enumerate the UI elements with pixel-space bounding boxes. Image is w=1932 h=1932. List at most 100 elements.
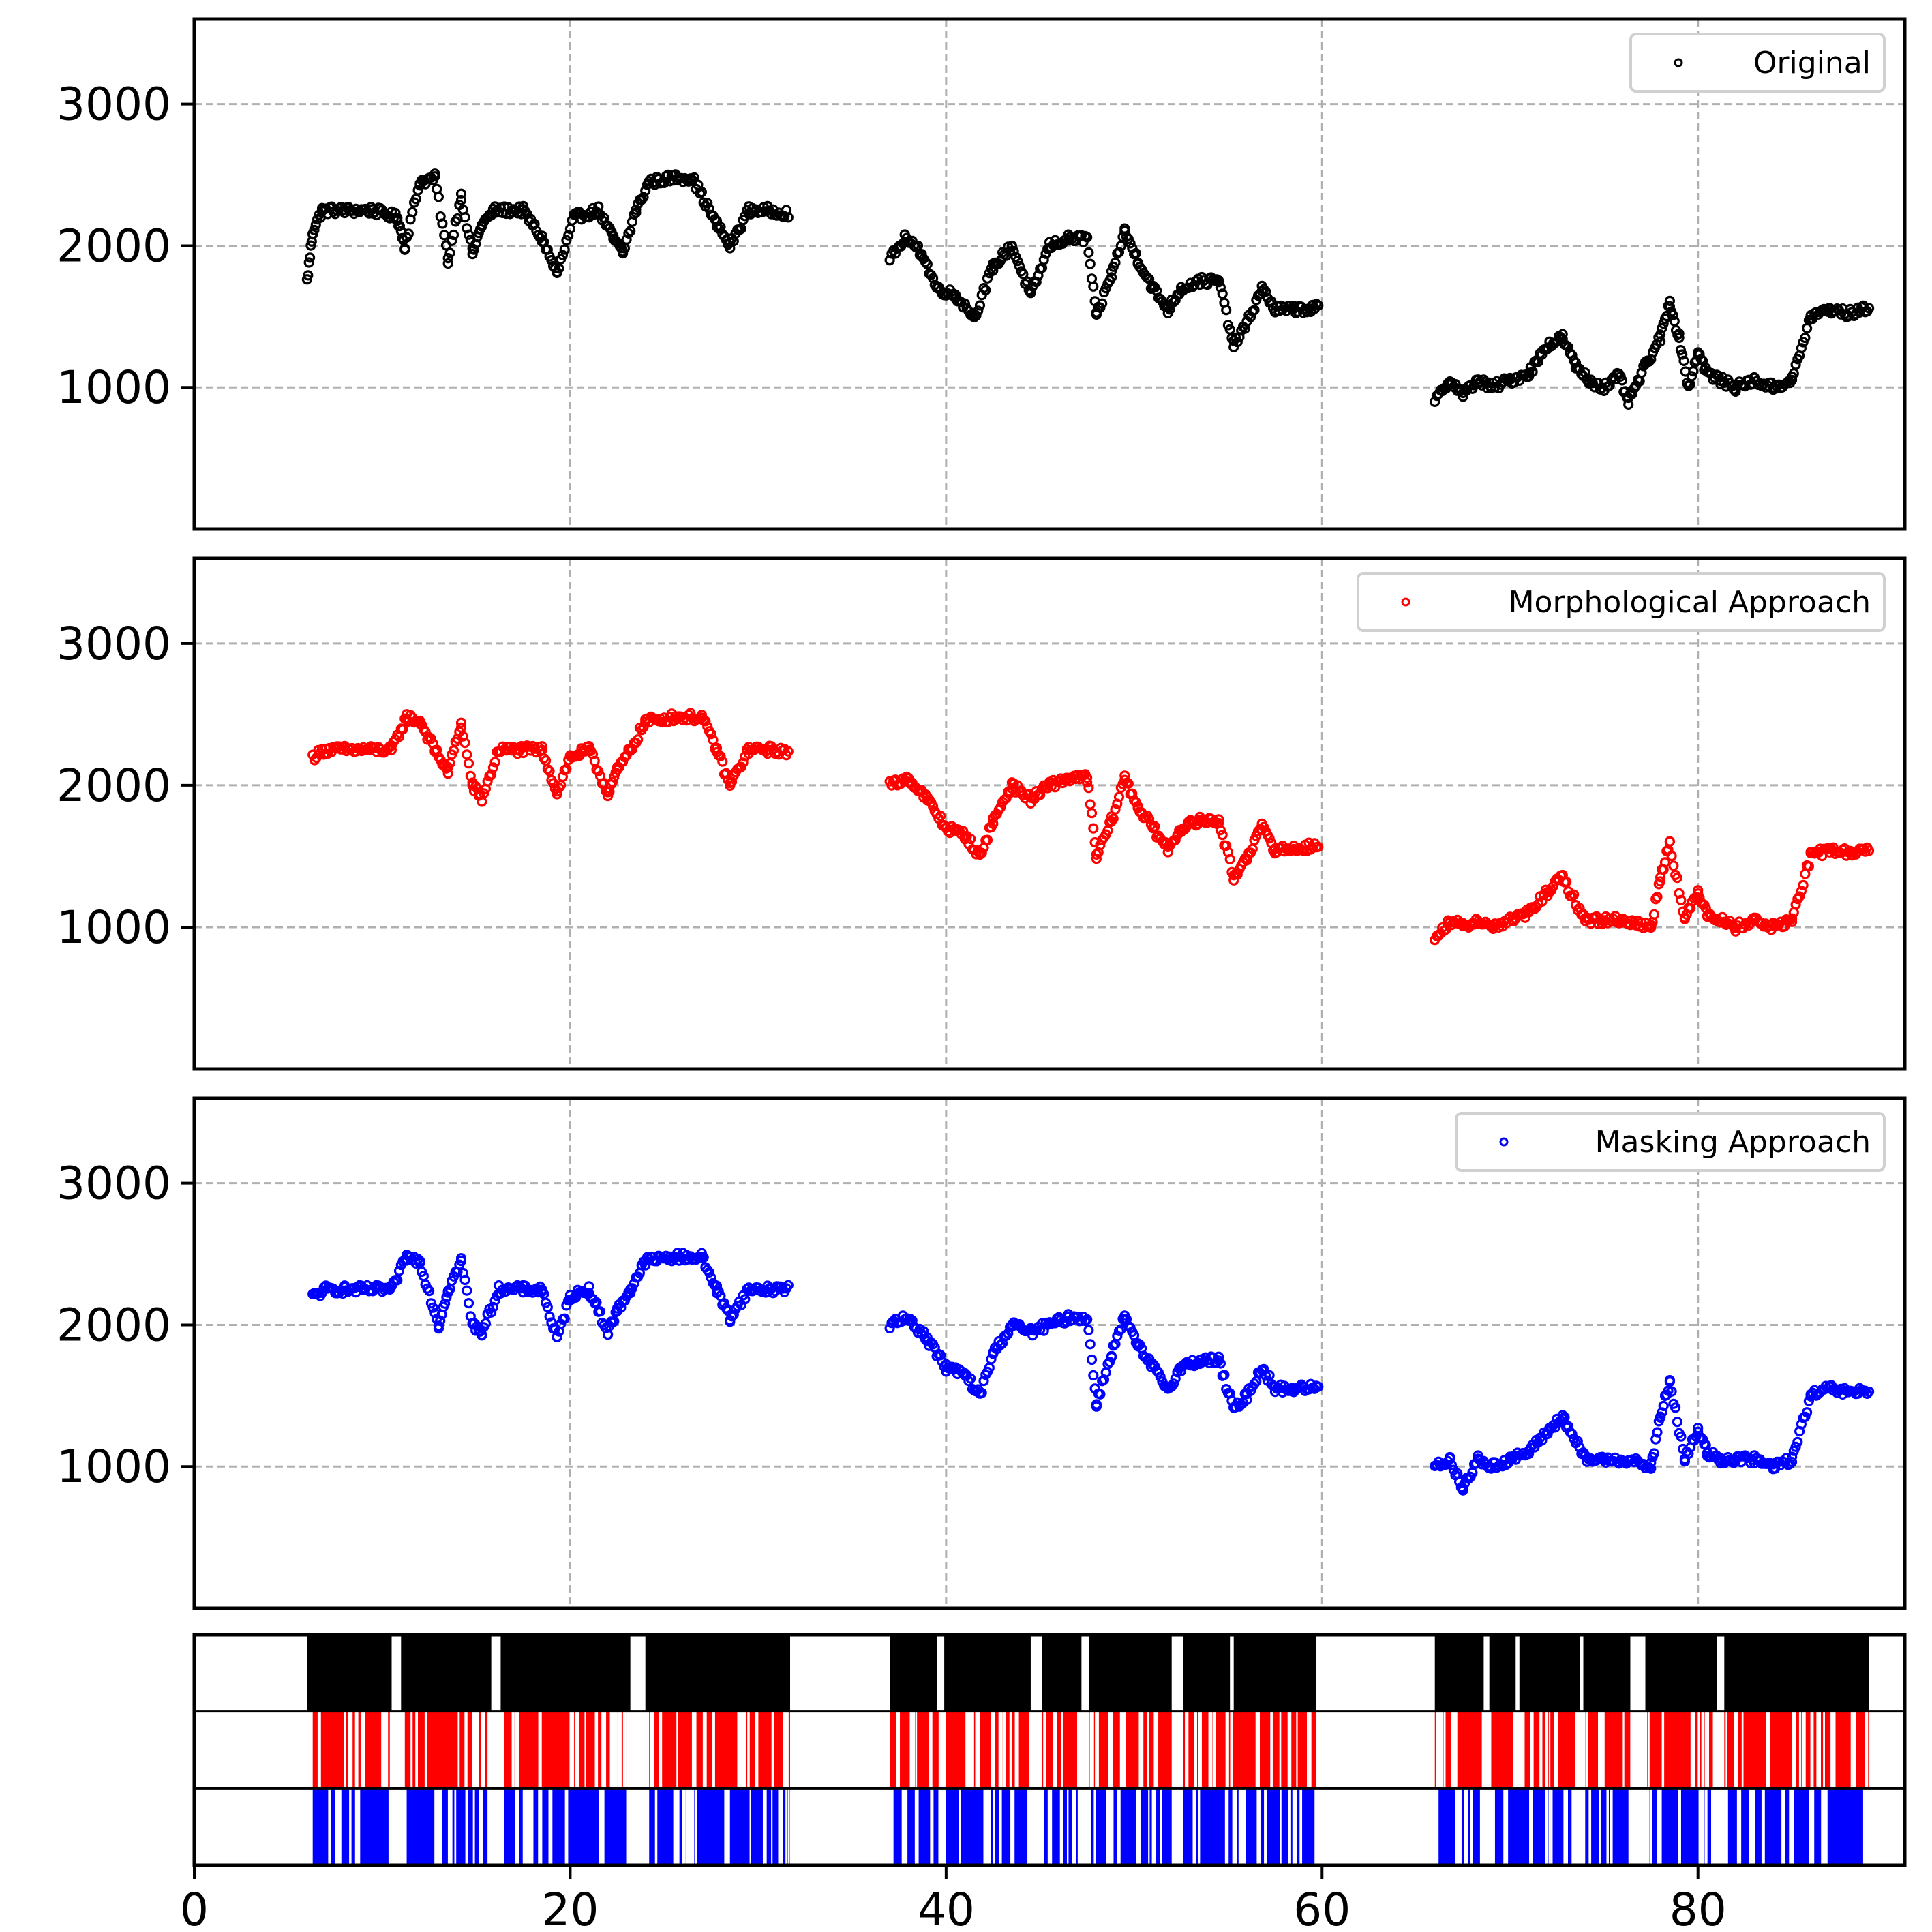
- data-point: [1800, 333, 1811, 344]
- y-tick-label: 3000: [57, 1158, 171, 1210]
- data-point: [1213, 814, 1224, 825]
- presence-gap: [1701, 1788, 1704, 1865]
- data-point: [1147, 823, 1158, 834]
- presence-gap: [783, 1711, 785, 1789]
- presence-gap: [1443, 1711, 1446, 1789]
- data-point: [1787, 1457, 1798, 1468]
- data-point: [1091, 1401, 1102, 1412]
- presence-gap: [335, 1788, 339, 1865]
- data-point: [487, 762, 499, 773]
- data-point: [1667, 310, 1678, 320]
- presence-gap: [1053, 1711, 1057, 1789]
- data-point: [563, 230, 574, 241]
- presence-gap: [584, 1711, 586, 1789]
- presence-gap: [1816, 1711, 1822, 1789]
- data-point: [978, 283, 989, 294]
- data-point: [1787, 1451, 1798, 1462]
- presence-gap: [1238, 1788, 1243, 1865]
- data-point: [1215, 282, 1226, 293]
- presence-gap: [1588, 1788, 1592, 1865]
- data-point: [561, 235, 572, 245]
- presence-gap: [1108, 1788, 1114, 1865]
- presence-gap: [511, 1711, 515, 1789]
- presence-gap: [896, 1711, 901, 1789]
- data-point: [1648, 1448, 1659, 1459]
- data-point: [303, 257, 314, 268]
- presence-gap: [1225, 1711, 1229, 1789]
- presence-gap: [1117, 1788, 1121, 1865]
- presence-gap: [1265, 1788, 1267, 1865]
- presence-gap: [901, 1788, 906, 1865]
- data-point: [1113, 247, 1125, 258]
- data-point: [973, 305, 984, 316]
- presence-gap: [1122, 1711, 1126, 1789]
- presence-gap: [1270, 1711, 1273, 1789]
- data-point: [423, 1285, 435, 1297]
- presence-gap: [1571, 1788, 1575, 1865]
- data-point: [489, 757, 500, 768]
- y-tick-label: 1000: [57, 1440, 171, 1493]
- presence-gap: [472, 1788, 475, 1865]
- legend-marker: [1499, 1137, 1509, 1147]
- data-point: [1430, 396, 1440, 408]
- data-point: [455, 1253, 467, 1264]
- presence-gap: [1061, 1711, 1063, 1789]
- legend-label: Original: [1753, 46, 1871, 80]
- presence-bar: [1042, 1711, 1078, 1789]
- data-point: [1674, 332, 1685, 344]
- presence-frame: [192, 1633, 1907, 1867]
- data-point: [1652, 892, 1663, 903]
- presence-gap: [483, 1711, 485, 1789]
- data-point: [1802, 1407, 1813, 1418]
- data-point: [1676, 1431, 1687, 1442]
- presence-gap: [1529, 1788, 1533, 1865]
- data-point: [1215, 1358, 1226, 1369]
- y-tick-label: 1000: [57, 901, 171, 954]
- presence-gap: [1296, 1711, 1298, 1789]
- presence-gap: [1574, 1788, 1580, 1865]
- data-point: [1264, 833, 1275, 844]
- data-point: [1790, 1441, 1801, 1452]
- presence-gap: [574, 1711, 579, 1789]
- presence-bar: [1183, 1711, 1317, 1789]
- data-point: [965, 1373, 976, 1384]
- data-point: [1790, 899, 1801, 910]
- presence-gap: [984, 1788, 986, 1865]
- presence-bar: [504, 1711, 627, 1789]
- data-point: [542, 764, 553, 774]
- presence-gap: [965, 1711, 969, 1789]
- presence-gap: [1690, 1711, 1695, 1789]
- presence-gap: [1027, 1788, 1031, 1865]
- presence-gap: [1862, 1788, 1866, 1865]
- data-point: [1006, 240, 1018, 252]
- presence-gap: [1135, 1788, 1140, 1865]
- presence-gap: [481, 1788, 483, 1865]
- presence-bar: [890, 1635, 937, 1712]
- presence-gap: [1256, 1788, 1261, 1865]
- data-point: [698, 1252, 709, 1263]
- presence-gap: [601, 1711, 607, 1789]
- presence-gap: [1766, 1711, 1770, 1789]
- presence-gap: [1457, 1788, 1462, 1865]
- presence-gap: [1823, 1711, 1825, 1789]
- data-point: [1674, 328, 1685, 339]
- presence-bar: [1042, 1635, 1082, 1712]
- data-point: [1115, 241, 1126, 252]
- presence-gap: [692, 1711, 694, 1789]
- data-point: [1572, 1436, 1583, 1447]
- presence-gap: [1014, 1711, 1019, 1789]
- presence-gap: [712, 1711, 715, 1789]
- presence-gap: [1545, 1711, 1549, 1789]
- panel-3: 1000 2000 3000 Masking Approach: [57, 1096, 1907, 1610]
- data-point: [435, 1315, 446, 1327]
- presence-gap: [737, 1711, 742, 1789]
- data-point: [912, 240, 924, 252]
- data-point: [1232, 337, 1243, 348]
- data-point: [1557, 329, 1568, 339]
- data-point: [965, 833, 976, 845]
- presence-gap: [348, 1711, 352, 1789]
- presence-gap: [1106, 1788, 1111, 1865]
- presence-gap: [1255, 1711, 1260, 1789]
- presence-bar: [401, 1635, 492, 1712]
- presence-gap: [1850, 1711, 1855, 1789]
